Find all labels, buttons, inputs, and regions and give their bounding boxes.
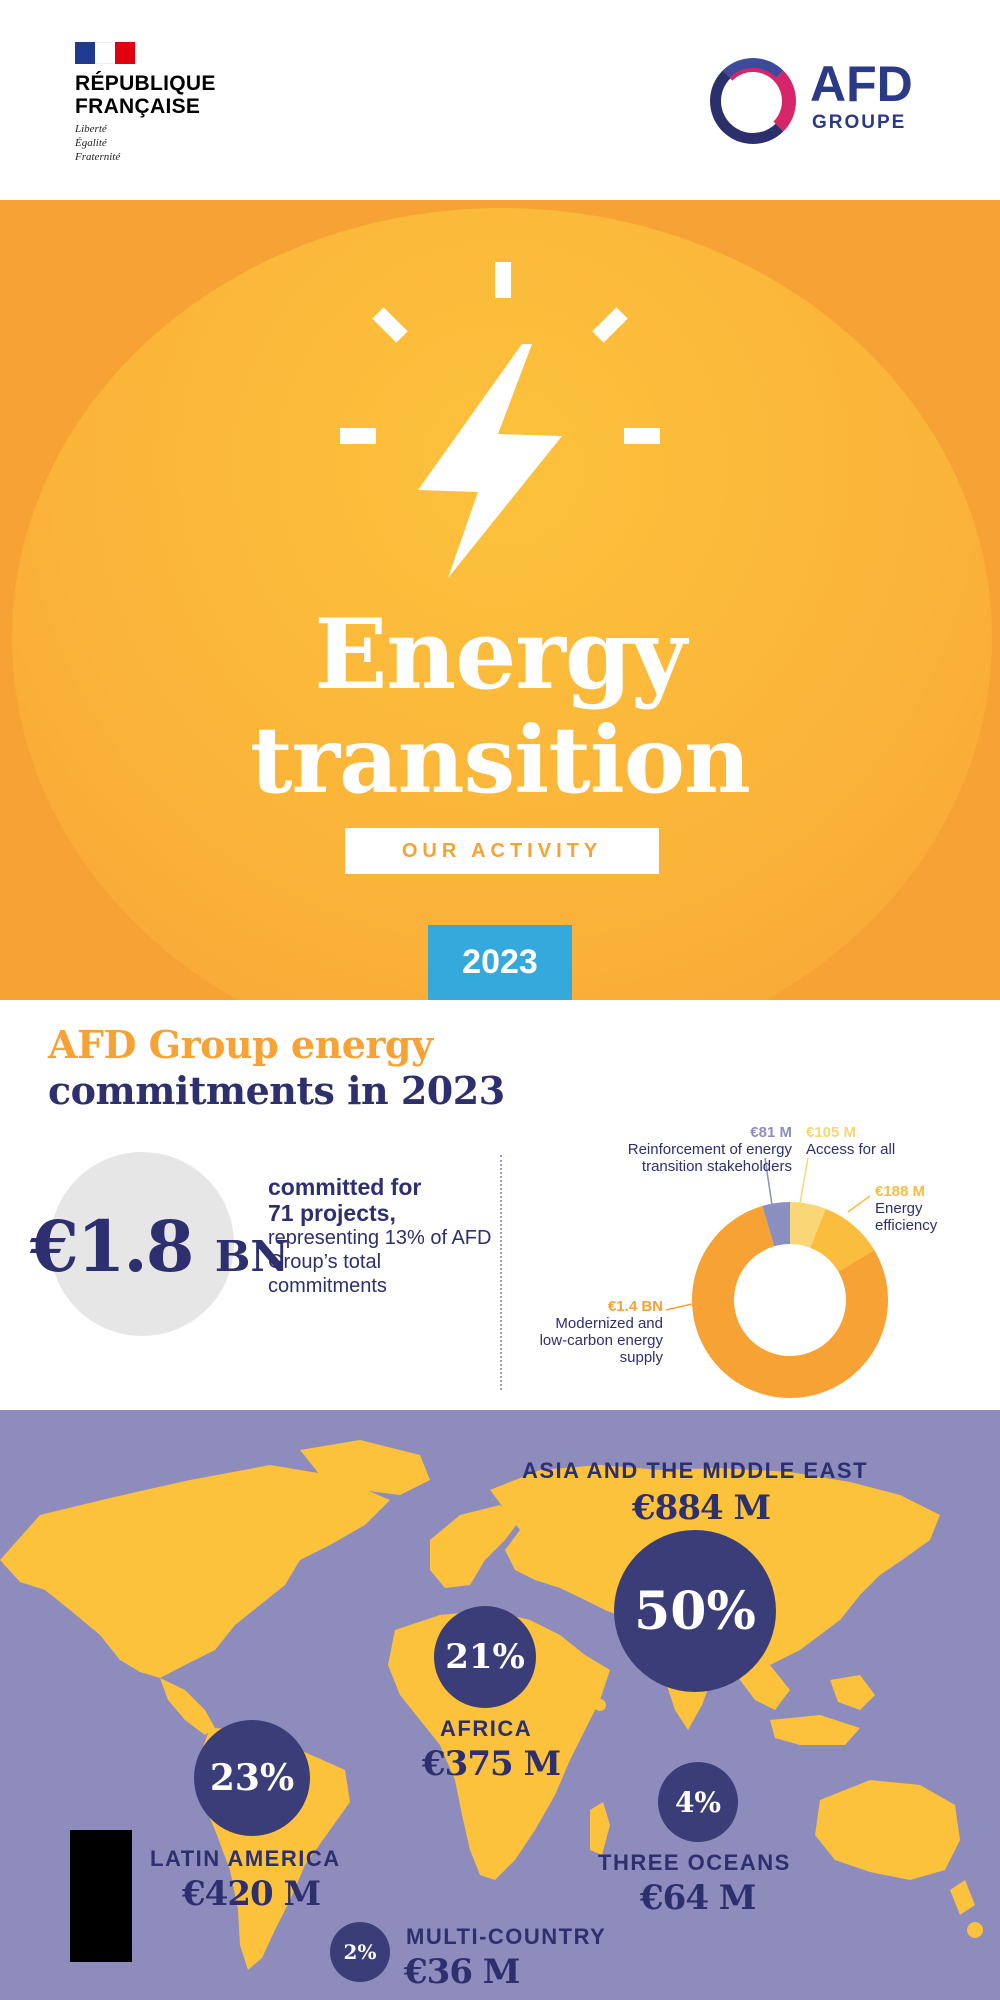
region-africa-value: €375 M bbox=[422, 1744, 561, 1784]
redacted-block bbox=[70, 1830, 132, 1962]
breakdown-label-supply: €1.4 BN Modernized and low-carbon energy… bbox=[539, 1298, 663, 1366]
breakdown-label-stakeholders: €81 M Reinforcement of energy transition… bbox=[627, 1124, 792, 1175]
motto-egalite: Égalité bbox=[75, 137, 107, 149]
lightning-bolt-icon bbox=[340, 262, 660, 578]
desc-bold-1: committed for bbox=[268, 1174, 422, 1200]
donut-slice-access bbox=[790, 1202, 826, 1248]
breakdown-label-access: €105 M Access for all bbox=[806, 1124, 896, 1158]
region-oceans-value: €64 M bbox=[640, 1878, 756, 1918]
total-value: €1.8 bbox=[30, 1205, 194, 1288]
region-oceans-percent-bubble: 4% bbox=[658, 1762, 738, 1842]
afd-logo-subtitle: GROUPE bbox=[812, 112, 907, 133]
hero-subtitle: OUR ACTIVITY bbox=[345, 828, 659, 874]
desc-rest: representing 13% of AFD Group’s total co… bbox=[268, 1227, 492, 1297]
afd-ring-icon bbox=[710, 58, 796, 144]
desc-bold-2: 71 projects, bbox=[268, 1200, 396, 1226]
header: RÉPUBLIQUE FRANÇAISE Liberté Égalité Fra… bbox=[0, 0, 1000, 200]
gov-name-line2: FRANÇAISE bbox=[75, 95, 201, 118]
donut-center-value: €1.8 bbox=[743, 1262, 837, 1307]
region-africa-name: AFRICA bbox=[440, 1716, 533, 1741]
commitment-description: committed for 71 projects, representing … bbox=[268, 1174, 498, 1298]
motto-liberte: Liberté bbox=[75, 123, 107, 135]
donut-center-unit: BN bbox=[771, 1316, 810, 1342]
year-badge: 2023 bbox=[428, 925, 572, 1000]
region-oceans-name: THREE OCEANS bbox=[598, 1850, 791, 1875]
total-amount: €1.8 BN bbox=[30, 1205, 289, 1288]
region-asia-percent-bubble: 50% bbox=[614, 1530, 776, 1692]
region-multi-percent-bubble: 2% bbox=[330, 1922, 390, 1982]
total-unit: BN bbox=[214, 1232, 289, 1281]
republique-francaise-logo: RÉPUBLIQUE FRANÇAISE Liberté Égalité Fra… bbox=[75, 42, 216, 164]
french-flag-icon bbox=[75, 42, 135, 64]
region-latam-percent-bubble: 23% bbox=[194, 1720, 310, 1836]
breakdown-label-efficiency: €188 M Energy efficiency bbox=[875, 1183, 938, 1234]
hero-banner: Energy transition OUR ACTIVITY 2023 bbox=[0, 200, 1000, 1000]
divider bbox=[500, 1155, 502, 1390]
gov-name-line1: RÉPUBLIQUE bbox=[75, 72, 216, 95]
afd-groupe-logo: AFD GROUPE bbox=[710, 56, 950, 148]
section-title-line1: AFD Group energy bbox=[48, 1022, 433, 1067]
donut-slice-stakeholders bbox=[762, 1202, 790, 1247]
commitments-section: AFD Group energy commitments in 2023 €1.… bbox=[0, 1000, 1000, 1410]
total-circle bbox=[50, 1152, 234, 1336]
motto: Liberté Égalité Fraternité bbox=[75, 122, 216, 164]
world-map-section: ASIA AND THE MIDDLE EAST €884 M 50% 21% … bbox=[0, 1410, 1000, 2000]
region-multi-name: MULTI-COUNTRY bbox=[406, 1924, 607, 1949]
region-multi-value: €36 M bbox=[404, 1952, 520, 1992]
region-latam-value: €420 M bbox=[182, 1874, 321, 1914]
region-asia-value: €884 M bbox=[632, 1488, 771, 1528]
region-africa-percent-bubble: 21% bbox=[434, 1606, 536, 1708]
region-latam-name: LATIN AMERICA bbox=[150, 1846, 341, 1871]
gov-name: RÉPUBLIQUE FRANÇAISE bbox=[75, 72, 216, 118]
hero-title-line1: Energy bbox=[314, 598, 687, 711]
donut-slice-efficiency bbox=[810, 1208, 875, 1272]
region-asia-name: ASIA AND THE MIDDLE EAST bbox=[522, 1458, 869, 1483]
hero-title-line2: transition bbox=[250, 706, 751, 814]
section-title-line2: commitments in 2023 bbox=[48, 1068, 505, 1113]
afd-logo-text: AFD bbox=[810, 56, 913, 112]
breakdown-donut: €1.8 BN bbox=[692, 1202, 888, 1398]
motto-fraternite: Fraternité bbox=[75, 151, 121, 163]
donut-slice-supply bbox=[692, 1206, 888, 1398]
